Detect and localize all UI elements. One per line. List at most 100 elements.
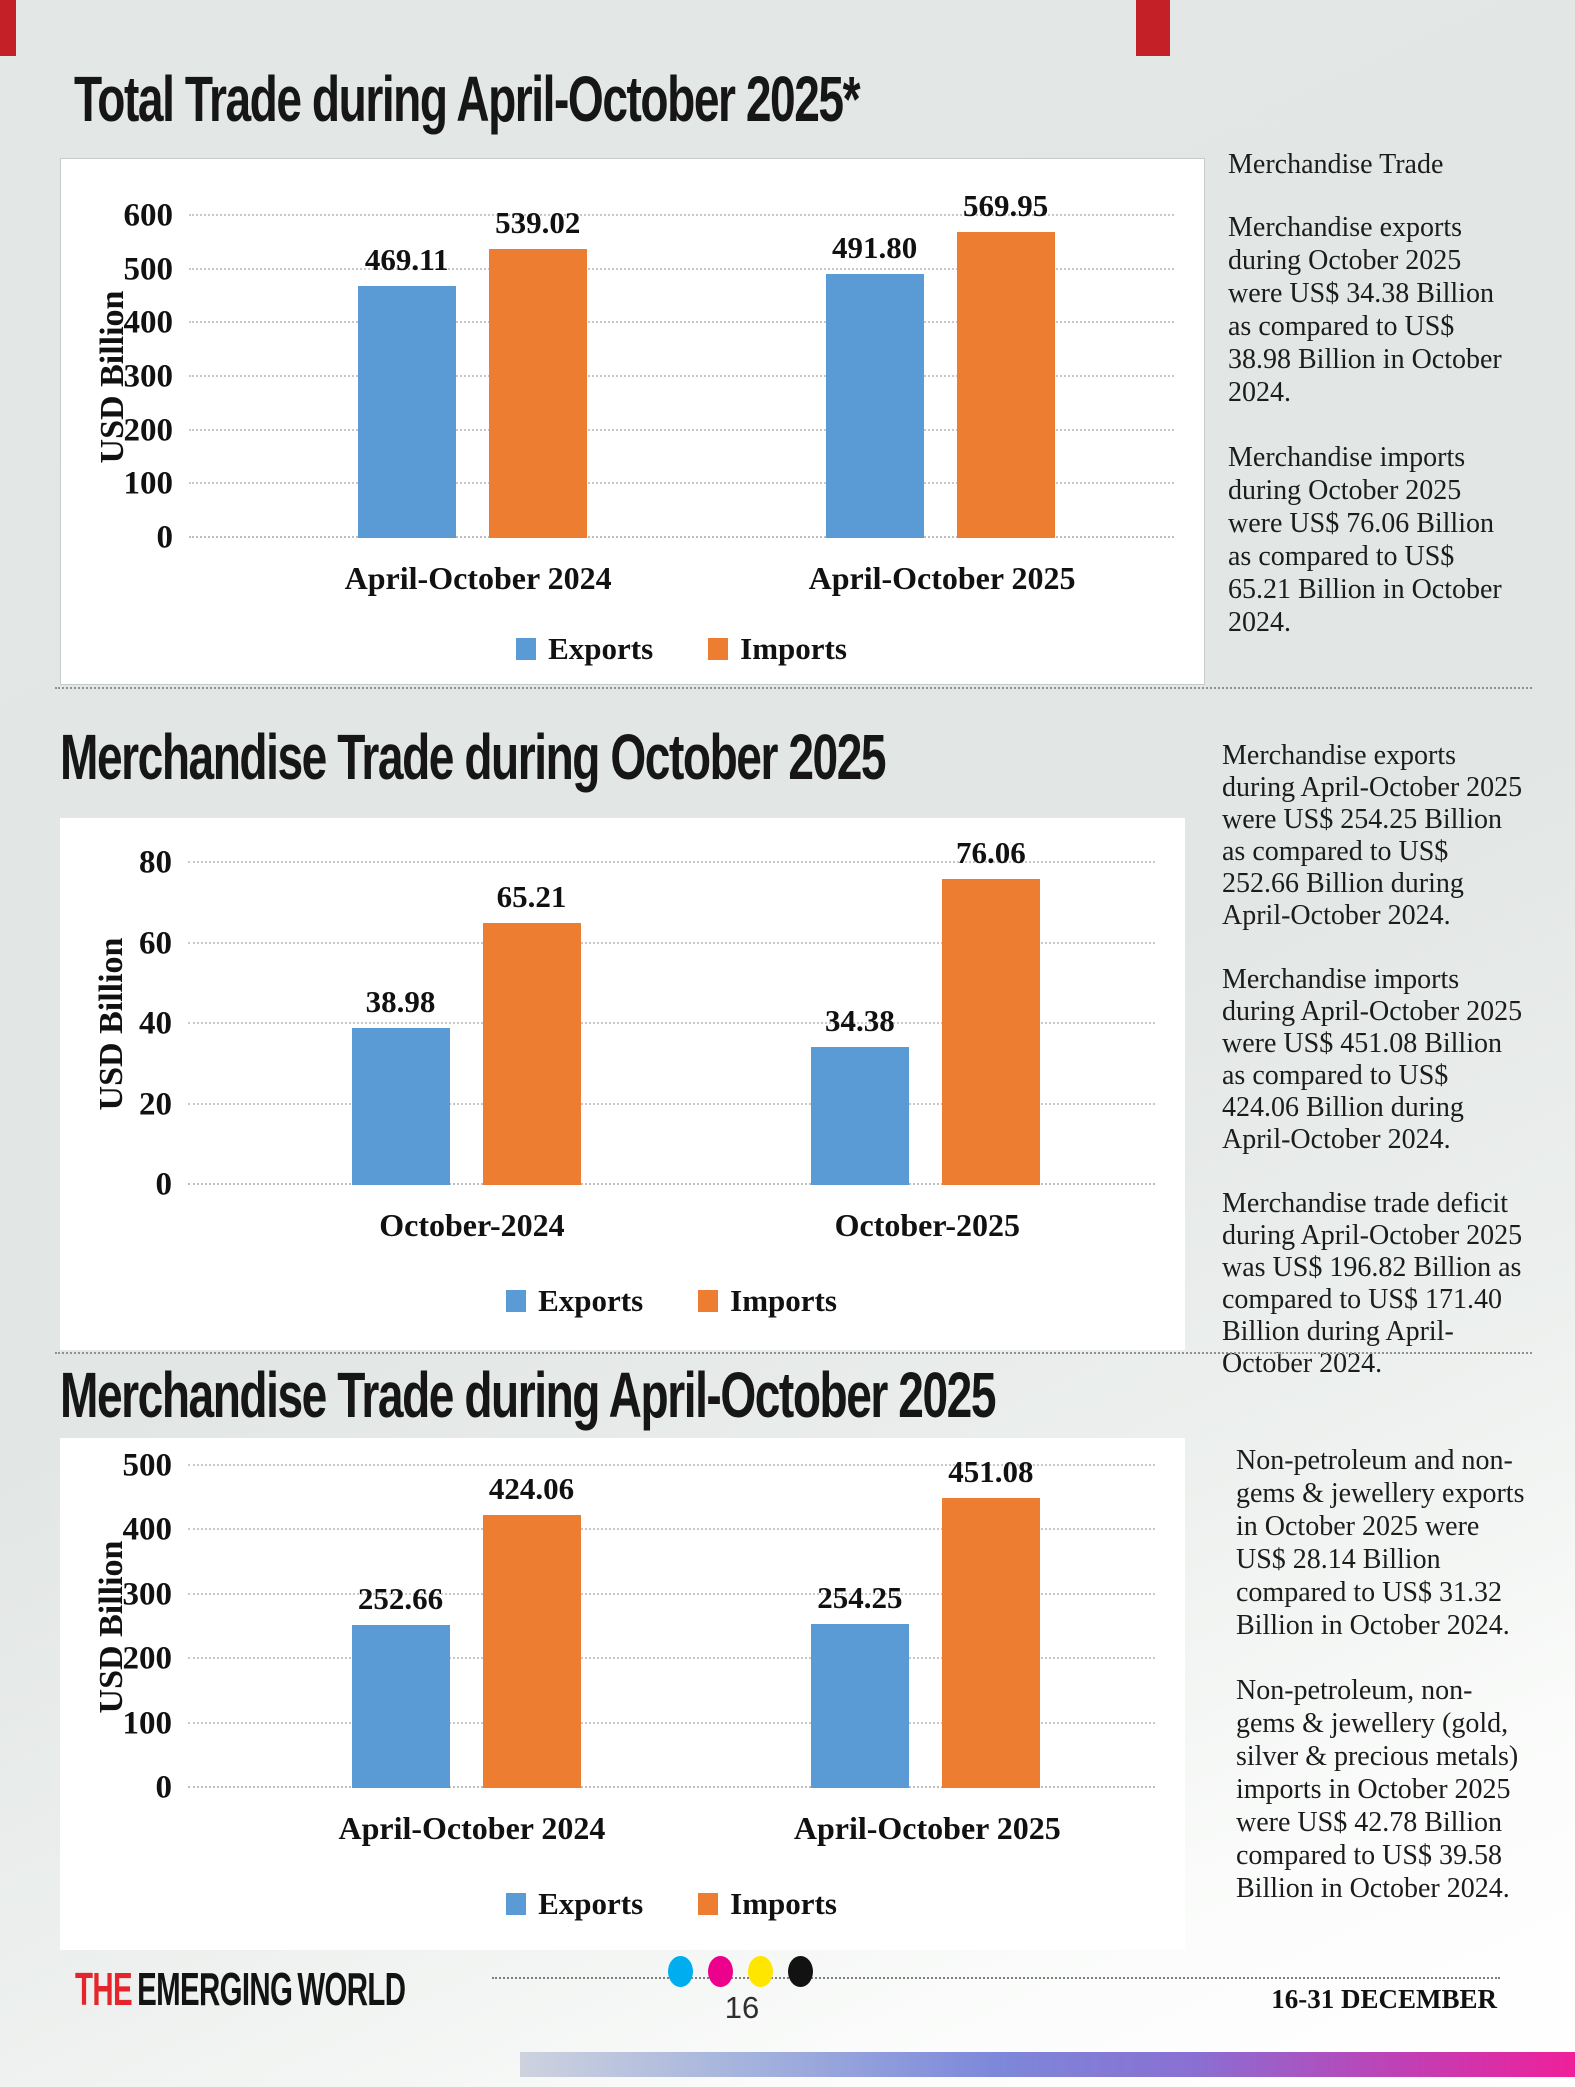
bar-slot: 539.02	[488, 205, 587, 538]
bar-value-label: 451.08	[948, 1453, 1034, 1489]
category-group: 469.11 539.02	[238, 205, 706, 538]
bar-slot: 424.06	[482, 1466, 581, 1788]
y-tick-label: 500	[123, 251, 174, 288]
y-tick-label: 200	[122, 1640, 173, 1677]
bar-slot: 491.80	[825, 216, 924, 538]
bar-groups: 252.66 424.06 254.25 451.08	[188, 1454, 1155, 1788]
footer-rule	[492, 1977, 1500, 1979]
brand-logo-the: THE	[75, 1963, 133, 2015]
legend-label: Exports	[548, 631, 654, 666]
bar-exports	[357, 286, 456, 538]
yellow-dot	[748, 1956, 773, 1987]
y-tick-label: 0	[155, 1769, 173, 1806]
x-category-label: October-2025	[834, 1207, 1021, 1243]
bar-exports	[810, 1624, 909, 1788]
bar-imports	[941, 1497, 1040, 1788]
issue-date: 16-31 DECEMBER	[1271, 1984, 1497, 2014]
bar-exports	[351, 1028, 450, 1185]
y-tick-label: 400	[122, 1511, 173, 1548]
gridline	[188, 1102, 1155, 1105]
bar-slot: 254.25	[810, 1466, 909, 1788]
brand-logo: THE EMERGING WORLD	[75, 1962, 591, 2016]
x-axis-labels: April-October 2024 April-October 2025	[189, 560, 1174, 597]
x-axis-labels: October-2024 October-2025	[188, 1207, 1155, 1244]
legend-swatch	[516, 638, 537, 660]
sidebar-heading: Merchandise Trade	[1228, 149, 1444, 180]
bar-exports	[810, 1046, 909, 1185]
y-tick-label: 500	[122, 1447, 173, 1484]
y-tick-label: 300	[123, 358, 174, 395]
y-tick-label: 100	[123, 465, 174, 502]
gridline	[188, 1657, 1155, 1660]
y-tick-label: 20	[139, 1086, 172, 1122]
bar-slot: 65.21	[482, 863, 581, 1185]
chart-legend: Exports Imports	[188, 1886, 1155, 1922]
y-tick-label: 100	[122, 1705, 173, 1742]
gridline	[188, 1183, 1155, 1185]
legend-swatch	[708, 638, 729, 660]
bar-groups: 38.98 65.21 34.38 76.06	[188, 835, 1155, 1185]
legend-swatch	[698, 1893, 719, 1915]
category-group: 254.25 451.08	[696, 1454, 1155, 1788]
gridline	[188, 1464, 1155, 1466]
red-crop-mark-right	[1136, 0, 1170, 56]
legend-item-imports: Imports	[708, 631, 847, 667]
bar-slot: 76.06	[941, 835, 1040, 1185]
chart-legend: Exports Imports	[188, 1283, 1155, 1319]
x-axis-labels: April-October 2024 April-October 2025	[188, 1810, 1155, 1847]
gridline	[189, 375, 1174, 377]
section-title-october-2025: Merchandise Trade during October 2025	[60, 721, 887, 793]
y-tick-label: 0	[156, 519, 174, 556]
page-title: Total Trade during April-October 2025*	[74, 63, 861, 135]
legend-item-imports: Imports	[698, 1283, 837, 1319]
chart-legend: Exports Imports	[189, 631, 1174, 667]
sidebar-paragraph: Merchandise exports during October 2025 …	[1228, 212, 1502, 408]
gridline	[188, 1528, 1155, 1531]
legend-swatch	[506, 1290, 527, 1312]
bar-value-label: 38.98	[365, 984, 436, 1020]
bar-imports	[956, 232, 1055, 538]
y-tick-label: 80	[139, 844, 172, 881]
bar-value-label: 252.66	[357, 1581, 444, 1617]
total-trade-chart: USD Billion 0 100 200 300 400 500 600 469.11 539…	[60, 158, 1205, 685]
y-tick-label: 400	[123, 304, 174, 341]
category-group: 491.80 569.95	[706, 188, 1174, 538]
x-category-label: April-October 2025	[793, 1810, 1061, 1846]
sidebar-paragraph: Non-petroleum and non-gems & jewellery e…	[1236, 1445, 1525, 1641]
bar-value-label: 34.38	[824, 1002, 895, 1038]
legend-item-exports: Exports	[506, 1886, 643, 1922]
y-axis-title: USD Billion	[93, 937, 130, 1111]
sidebar-non-petroleum-figures: Non-petroleum and non-gems & jewellery e…	[1236, 1444, 1528, 1937]
legend-label: Exports	[538, 1886, 644, 1921]
october-trade-chart: USD Billion 0 20 40 60 80 38.98 65.21 34.38 76.0…	[60, 818, 1185, 1350]
gridline	[189, 482, 1174, 485]
plot-area: 0 100 200 300 400 500 600 469.11 539.02 491.80 569…	[124, 188, 1174, 556]
y-tick-label: 600	[123, 197, 174, 234]
bar-imports	[941, 878, 1040, 1185]
x-category-label: April-October 2024	[344, 560, 612, 596]
cyan-dot	[668, 1956, 693, 1987]
y-tick-label: 0	[155, 1166, 173, 1203]
sidebar-paragraph: Merchandise trade deficit during April-O…	[1222, 1188, 1523, 1379]
gridline	[188, 1786, 1155, 1788]
bar-value-label: 539.02	[495, 204, 581, 240]
y-tick-label: 60	[139, 925, 172, 961]
bar-groups: 469.11 539.02 491.80 569.95	[189, 188, 1174, 538]
bar-slot: 569.95	[956, 188, 1055, 538]
legend-item-exports: Exports	[516, 631, 653, 667]
bar-imports	[482, 1514, 581, 1788]
gridline	[189, 321, 1174, 324]
plot-area: 0 100 200 300 400 500 252.66 424.06 254.25 451.08	[123, 1448, 1155, 1806]
bar-slot: 469.11	[357, 216, 456, 538]
bar-slot: 451.08	[941, 1454, 1040, 1788]
section-title-april-october-2025: Merchandise Trade during April-October 2…	[60, 1359, 996, 1431]
y-tick-label: 40	[139, 1005, 172, 1042]
legend-label: Imports	[740, 631, 847, 666]
gridline	[188, 1721, 1155, 1724]
section-separator	[55, 1352, 1532, 1354]
gridline	[189, 428, 1174, 431]
legend-item-exports: Exports	[506, 1283, 643, 1319]
gradient-color-bar	[520, 2052, 1575, 2077]
y-axis-title: USD Billion	[93, 1540, 130, 1714]
bar-value-label: 65.21	[496, 878, 567, 914]
